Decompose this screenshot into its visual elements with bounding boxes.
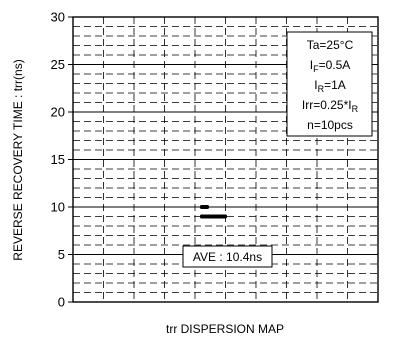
y-tick-label: 25 [51,57,65,72]
condition-n: n=10pcs [307,118,353,132]
average-box: AVE : 10.4ns [182,245,273,268]
data-points [200,205,227,219]
average-label: AVE : 10.4ns [193,250,262,264]
data-point [221,214,227,219]
condition-if: IF=0.5A [310,58,351,74]
y-tick-label: 20 [51,105,65,120]
condition-irr: Irr=0.25*IR [302,98,359,114]
y-tick-label: 15 [51,152,65,167]
data-point [203,205,209,209]
y-tick-label: 5 [58,247,65,262]
y-axis: 0 5 10 15 20 25 30 [51,10,73,310]
y-axis-label: REVERSE RECOVERY TIME : trr(ns) [11,59,25,260]
x-axis-label: trr DISPERSION MAP [166,322,284,336]
y-tick-label: 30 [51,10,65,25]
y-tick-label: 0 [58,295,65,310]
condition-ta: Ta=25°C [307,38,354,52]
condition-ir: IR=1A [314,78,346,94]
conditions-box: Ta=25°C IF=0.5A IR=1A Irr=0.25*IR n=10pc… [286,31,373,137]
y-tick-label: 10 [51,200,65,215]
